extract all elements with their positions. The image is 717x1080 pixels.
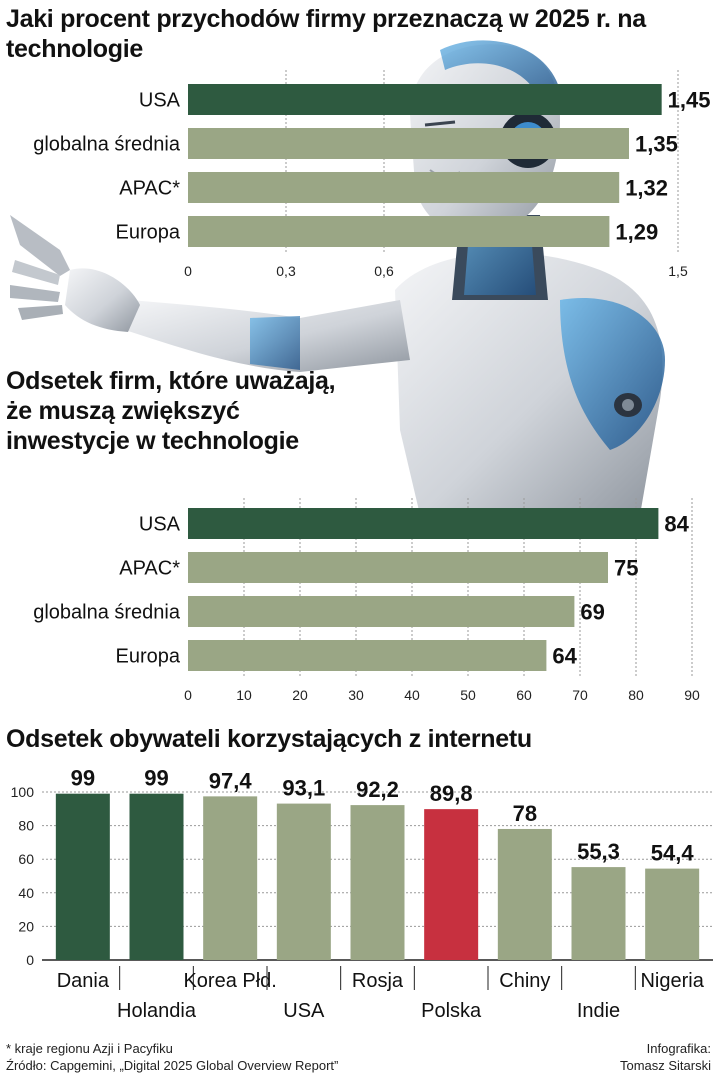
chart2-bar-globalna-rednia xyxy=(188,596,575,627)
internet-usage-chart: 0 20 40 60 80 100 99 Dania 99 Holandia 97,4 Korea P… xyxy=(11,766,713,1022)
chart3-title: Odsetek obywateli korzystających z inter… xyxy=(6,725,532,753)
chart3-category-label: Nigeria xyxy=(640,970,704,992)
chart1-bar-globalna-rednia xyxy=(188,128,629,159)
chart3-tick-label: 80 xyxy=(18,818,34,834)
chart1-category-label: APAC* xyxy=(119,178,180,200)
chart3-value-label: 55,3 xyxy=(577,839,620,864)
chart2-tick-label: 60 xyxy=(516,687,532,703)
chart1-category-label: Europa xyxy=(116,222,181,244)
chart2-category-label: globalna średnia xyxy=(33,602,181,624)
chart3-value-label: 89,8 xyxy=(430,781,473,806)
chart3-value-label: 92,2 xyxy=(356,777,399,802)
tech-budget-chart: 0 0,3 0,6 1,5 USA 1,45 globalna średnia 1,35 APA… xyxy=(33,70,711,279)
chart3-category-label: Indie xyxy=(577,1000,620,1022)
chart1-category-label: globalna średnia xyxy=(33,134,181,156)
footnote: * kraje regionu Azji i Pacyfiku xyxy=(6,1041,173,1056)
credit-author: Tomasz Sitarski xyxy=(619,1058,711,1073)
chart3-bar-holandia xyxy=(129,793,184,960)
chart1-tick-label: 0 xyxy=(184,263,192,279)
chart1-bar-usa xyxy=(188,84,662,115)
chart3-value-label: 78 xyxy=(513,801,537,826)
chart3-tick-label: 60 xyxy=(18,851,34,867)
chart3-category-label: Chiny xyxy=(499,970,550,992)
chart2-category-label: APAC* xyxy=(119,558,180,580)
chart3-category-label: Polska xyxy=(421,1000,482,1022)
chart2-bar-europa xyxy=(188,640,547,671)
chart2-bar-usa xyxy=(188,508,659,539)
chart2-value-label: 64 xyxy=(552,644,577,669)
chart2-value-label: 75 xyxy=(614,556,638,581)
chart2-tick-label: 40 xyxy=(404,687,420,703)
chart1-tick-label: 0,6 xyxy=(374,263,394,279)
chart3-value-label: 99 xyxy=(144,766,168,791)
chart2-category-label: Europa xyxy=(116,646,181,668)
chart2-category-label: USA xyxy=(139,514,181,536)
chart3-bar-chiny xyxy=(497,828,552,960)
chart2-value-label: 84 xyxy=(664,512,689,537)
chart3-bar-usa xyxy=(276,803,331,960)
chart1-value-label: 1,45 xyxy=(668,88,711,113)
chart3-category-label: Korea Płd. xyxy=(183,970,276,992)
chart1-bar-apac xyxy=(188,172,620,203)
source-note: Źródło: Capgemini, „Digital 2025 Global … xyxy=(6,1058,339,1073)
chart3-bar-nigeria xyxy=(645,868,700,960)
chart1-tick-label: 1,5 xyxy=(668,263,688,279)
chart3-bar-dania xyxy=(55,793,110,960)
chart1-tick-label: 0,3 xyxy=(276,263,296,279)
chart3-bar-rosja xyxy=(350,805,405,960)
chart2-tick-label: 50 xyxy=(460,687,476,703)
chart3-value-label: 97,4 xyxy=(209,768,253,793)
chart2-tick-label: 0 xyxy=(184,687,192,703)
chart3-value-label: 93,1 xyxy=(282,776,325,801)
credit-label: Infografika: xyxy=(646,1041,711,1056)
chart1-bar-europa xyxy=(188,216,610,247)
chart1-value-label: 1,29 xyxy=(615,220,658,245)
chart3-tick-label: 100 xyxy=(11,784,35,800)
chart3-category-label: Rosja xyxy=(352,970,404,992)
chart3-bar-polska xyxy=(424,809,479,960)
chart3-value-label: 99 xyxy=(71,766,95,791)
chart2-tick-label: 90 xyxy=(684,687,700,703)
chart3-category-label: USA xyxy=(283,1000,325,1022)
chart2-tick-label: 10 xyxy=(236,687,252,703)
chart2-tick-label: 20 xyxy=(292,687,308,703)
chart3-tick-label: 40 xyxy=(18,885,34,901)
chart3-tick-label: 20 xyxy=(18,918,34,934)
chart3-bar-korea-p-d xyxy=(203,796,258,960)
chart3-tick-label: 0 xyxy=(26,952,34,968)
chart3-category-label: Holandia xyxy=(117,1000,197,1022)
chart2-bar-apac xyxy=(188,552,608,583)
chart1-category-label: USA xyxy=(139,90,181,112)
chart2-tick-label: 80 xyxy=(628,687,644,703)
chart3-value-label: 54,4 xyxy=(651,841,695,866)
chart2-tick-label: 70 xyxy=(572,687,588,703)
chart1-value-label: 1,35 xyxy=(635,132,678,157)
chart2-title: Odsetek firm, które uważają, że muszą zw… xyxy=(6,367,336,455)
investment-need-chart: 0 10 20 30 40 50 60 70 80 90 USA 84 APAC* 75 globalna … xyxy=(33,498,700,703)
chart2-tick-label: 30 xyxy=(348,687,364,703)
chart1-value-label: 1,32 xyxy=(625,176,668,201)
chart1-title: Jaki procent przychodów firmy przeznaczą… xyxy=(6,5,646,63)
chart3-category-label: Dania xyxy=(57,970,110,992)
chart2-value-label: 69 xyxy=(580,600,604,625)
chart3-bar-indie xyxy=(571,867,626,960)
